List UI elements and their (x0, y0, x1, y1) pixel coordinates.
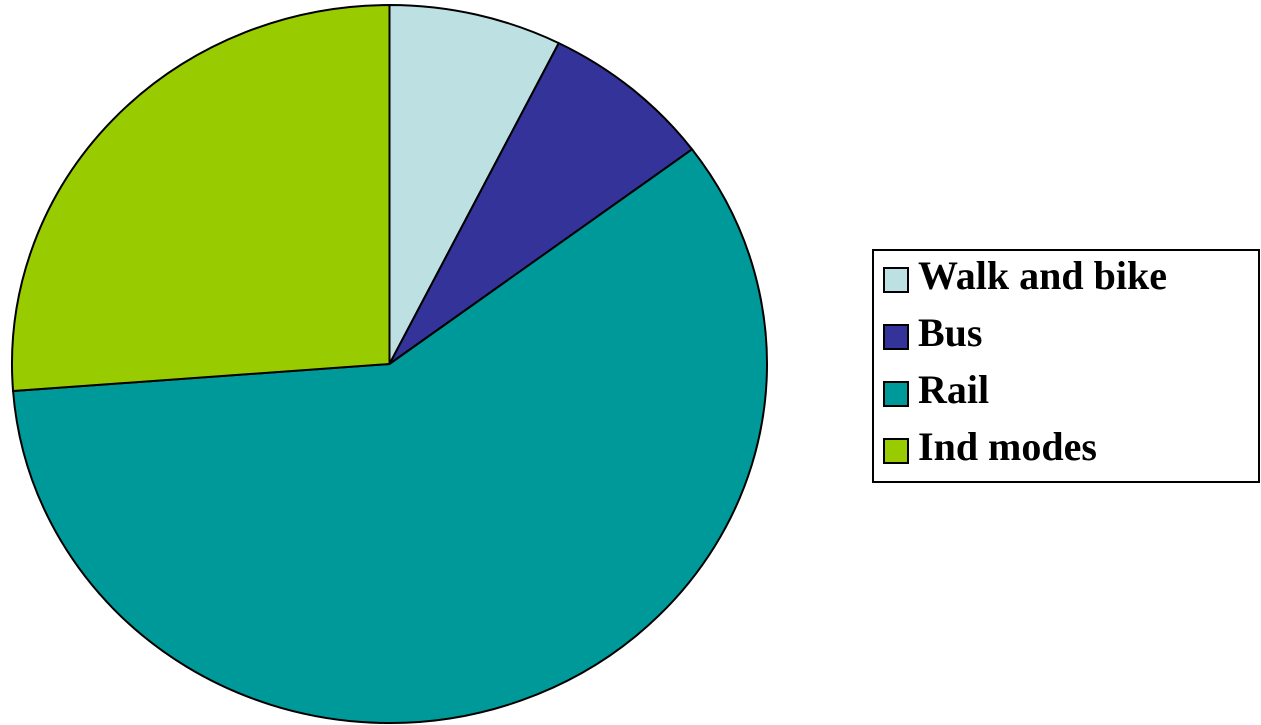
legend-swatch (883, 438, 909, 464)
legend-swatch (883, 324, 909, 350)
pie-slice (388, 41, 694, 365)
pie-slice (388, 3, 561, 365)
pie-slice (11, 147, 768, 724)
legend-label: Bus (918, 310, 983, 355)
legend-swatch (883, 381, 909, 407)
legend-label: Rail (918, 367, 989, 412)
legend-box (872, 249, 1260, 483)
pie-slice (11, 3, 391, 393)
legend-swatch (883, 267, 909, 293)
legend-label: Walk and bike (918, 253, 1167, 298)
legend-label: Ind modes (918, 424, 1097, 469)
